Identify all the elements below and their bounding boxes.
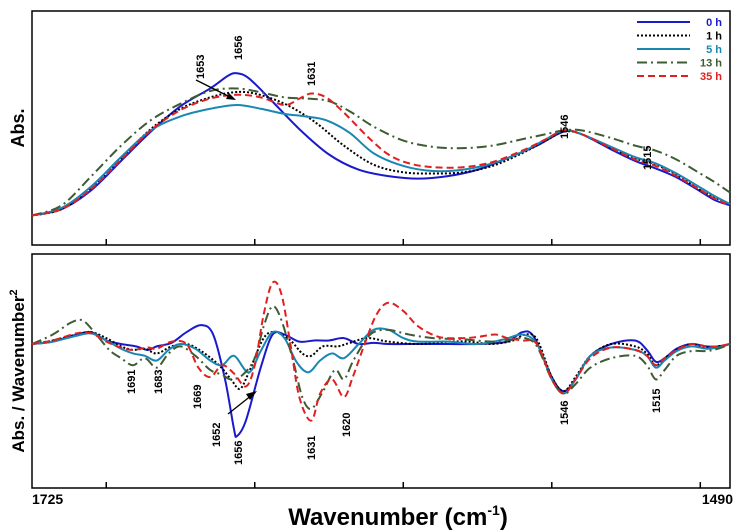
annotation-1631-top: 1631 <box>306 62 318 86</box>
top-panel <box>31 10 731 246</box>
annotation-1669: 1669 <box>192 385 204 409</box>
series-line-5h-absorbance <box>31 103 731 217</box>
top-panel-ticks <box>105 239 702 245</box>
arrow-1653-top <box>195 79 236 100</box>
top-annotations: 1653 1656 1631 1546 1515 <box>195 36 654 170</box>
x-axis-label-close: ) <box>500 504 508 530</box>
bottom-annotations: 1691 1683 1669 1652 1656 1631 1620 1546 … <box>126 370 663 465</box>
legend-label-0h: 0 h <box>706 17 722 29</box>
annotation-1691: 1691 <box>126 370 138 394</box>
arrow-1652-shaft <box>227 394 253 415</box>
series-line-1h-second-derivative <box>31 331 731 393</box>
series-line-0h-second-derivative <box>31 324 731 438</box>
top-panel-frame <box>31 10 731 246</box>
x-tick-label-right: 1490 <box>702 491 733 507</box>
legend-label-1h: 1 h <box>706 31 722 43</box>
series-line-1h-absorbance <box>31 90 731 217</box>
legend-label-5h: 5 h <box>706 44 722 56</box>
bottom-panel <box>31 253 731 489</box>
bottom-y-axis-label-sup: 2 <box>8 289 20 295</box>
series-line-35h-second-derivative <box>31 280 731 422</box>
annotation-1656: 1656 <box>233 441 245 465</box>
x-tick-label-left: 1725 <box>32 491 63 507</box>
annotation-1631: 1631 <box>306 436 318 460</box>
annotation-1546: 1546 <box>559 401 571 425</box>
top-y-axis-label: Abs. <box>8 108 28 147</box>
x-axis-label-sup: -1 <box>487 502 500 518</box>
annotation-1683: 1683 <box>153 370 165 394</box>
annotation-1515-top: 1515 <box>642 146 654 170</box>
legend-label-13h: 13 h <box>700 58 722 70</box>
series-line-13h-second-derivative <box>31 305 731 410</box>
arrow-1652 <box>227 391 257 415</box>
series-line-0h-absorbance <box>31 72 731 217</box>
bottom-panel-ticks <box>105 482 702 488</box>
x-axis-label-text: Wavenumber (cm <box>288 504 487 530</box>
annotation-1656-top: 1656 <box>233 36 245 60</box>
series-line-13h-absorbance <box>31 87 731 217</box>
annotation-1620: 1620 <box>341 413 353 437</box>
annotation-1515: 1515 <box>651 389 663 413</box>
bottom-y-axis-label: Abs. / Wavenumber2 <box>8 289 28 452</box>
arrow-1653-top-head <box>226 93 236 100</box>
bottom-panel-series <box>31 280 731 438</box>
arrow-1653-top-shaft <box>195 79 231 98</box>
annotation-1652: 1652 <box>211 423 223 447</box>
x-axis-label: Wavenumber (cm-1) <box>288 502 508 530</box>
annotation-1653-top: 1653 <box>195 55 207 79</box>
series-line-35h-absorbance <box>31 92 731 217</box>
legend-label-35h: 35 h <box>700 71 722 83</box>
legend: 0 h 1 h5 h 13 h35 h <box>637 17 722 83</box>
bottom-y-axis-label-text: Abs. / Wavenumber <box>9 295 28 453</box>
annotation-1546-top: 1546 <box>559 115 571 139</box>
top-panel-series <box>31 72 731 217</box>
bottom-panel-frame <box>31 253 731 489</box>
arrow-1652-head <box>246 391 257 400</box>
